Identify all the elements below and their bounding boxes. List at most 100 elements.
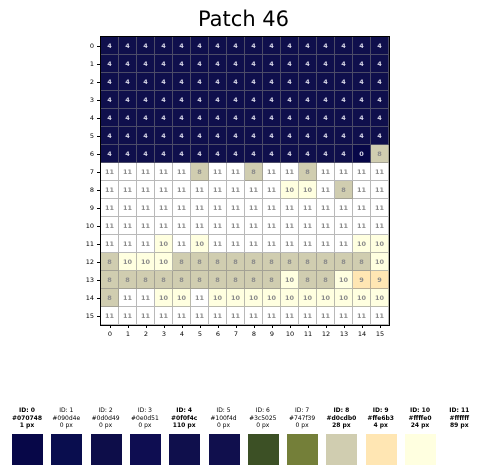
grid-cell: 10 [281, 181, 299, 199]
grid-cell: 11 [101, 163, 119, 181]
grid-cell: 11 [155, 181, 173, 199]
grid-cell: 11 [245, 199, 263, 217]
legend-count-label: 0 px [138, 422, 152, 429]
grid-cell: 11 [263, 235, 281, 253]
legend-hex-label: #747f39 [288, 414, 316, 422]
grid-cell: 4 [317, 55, 335, 73]
grid-cell: 4 [101, 91, 119, 109]
legend-id-label: ID: 2 [98, 407, 113, 414]
grid-cell: 11 [227, 163, 245, 181]
legend-swatch [247, 434, 279, 465]
grid-cell: 4 [245, 73, 263, 91]
grid-cell: 11 [227, 181, 245, 199]
grid-cell: 4 [137, 37, 155, 55]
grid-cell: 4 [119, 145, 137, 163]
grid-cell: 8 [353, 253, 371, 271]
grid-cell: 4 [353, 37, 371, 55]
grid-cell: 11 [137, 199, 155, 217]
grid-cell: 4 [137, 55, 155, 73]
grid-cell: 4 [335, 91, 353, 109]
grid-cell: 4 [245, 91, 263, 109]
legend-count-label: 24 px [410, 422, 430, 429]
grid-cell: 11 [137, 307, 155, 325]
grid-cell: 4 [101, 37, 119, 55]
legend-item: ID: 7 #747f39 0 px [282, 407, 322, 465]
row-tick-label: 1 [80, 55, 100, 73]
legend-swatch [169, 434, 201, 465]
grid-cell: 10 [155, 289, 173, 307]
grid-cell: 4 [119, 91, 137, 109]
legend-item: ID: 3 #0e0d51 0 px [125, 407, 165, 465]
row-tick-label: 12 [80, 253, 100, 271]
grid-cell: 8 [335, 181, 353, 199]
grid-cell: 4 [191, 127, 209, 145]
legend-swatch [326, 434, 358, 465]
grid-cell: 8 [101, 271, 119, 289]
grid-cell: 4 [227, 145, 245, 163]
grid-cell: 11 [173, 235, 191, 253]
legend-hex-label: #0f0f4c [171, 414, 198, 422]
grid-cell: 4 [191, 145, 209, 163]
grid-cell: 11 [299, 199, 317, 217]
grid-cell: 11 [317, 307, 335, 325]
grid-cell: 11 [263, 163, 281, 181]
legend-count-label: 0 px [295, 422, 309, 429]
grid-cell: 8 [227, 253, 245, 271]
grid-cell: 4 [227, 109, 245, 127]
grid-cell: 4 [335, 127, 353, 145]
grid-cell: 4 [173, 55, 191, 73]
grid-cell: 4 [173, 127, 191, 145]
legend-swatch [51, 434, 83, 465]
legend-id-label: ID: 11 [449, 407, 470, 414]
grid-cell: 4 [155, 91, 173, 109]
grid-cell: 4 [227, 73, 245, 91]
legend-count-label: 89 px [449, 422, 469, 429]
grid-cell: 0 [353, 145, 371, 163]
grid-cell: 11 [281, 217, 299, 235]
legend-id-label: ID: 5 [216, 407, 231, 414]
grid-cell: 8 [317, 253, 335, 271]
grid-cell: 10 [137, 253, 155, 271]
legend-item: ID: 1 #090d4e 0 px [46, 407, 86, 465]
row-tick-label: 15 [80, 307, 100, 325]
grid-cell: 4 [227, 91, 245, 109]
grid-cell: 4 [191, 109, 209, 127]
col-tick-label: 11 [299, 325, 317, 338]
grid-cell: 11 [119, 235, 137, 253]
grid-cell: 11 [209, 199, 227, 217]
grid-cell: 4 [119, 55, 137, 73]
grid-cell: 11 [281, 235, 299, 253]
grid-cell: 4 [281, 55, 299, 73]
grid-cell: 4 [281, 37, 299, 55]
legend-item: ID: 11 #ffffff 89 px [439, 407, 479, 465]
grid-cell: 4 [245, 55, 263, 73]
grid-cell: 4 [155, 109, 173, 127]
grid-cell: 4 [191, 73, 209, 91]
legend-swatch [405, 434, 436, 465]
legend-id-label: ID: 0 [19, 407, 35, 414]
grid-cell: 4 [191, 37, 209, 55]
col-tick-label: 6 [209, 325, 227, 338]
grid-cell: 11 [137, 289, 155, 307]
grid-cell: 4 [209, 109, 227, 127]
grid-cell: 11 [209, 217, 227, 235]
legend-hex-label: #0d0d49 [91, 414, 120, 422]
grid-cell: 11 [371, 307, 389, 325]
grid-cell: 8 [263, 253, 281, 271]
col-tick-label: 4 [173, 325, 191, 338]
grid-cell: 4 [299, 55, 317, 73]
grid-cell: 10 [353, 235, 371, 253]
grid-cell: 4 [263, 127, 281, 145]
grid-cell: 4 [317, 91, 335, 109]
grid-cell: 4 [119, 127, 137, 145]
legend-item: ID: 6 #3c5025 0 px [243, 407, 283, 465]
grid-cell: 4 [353, 55, 371, 73]
grid-cell: 4 [299, 127, 317, 145]
grid-cell: 11 [227, 307, 245, 325]
legend-item: ID: 10 #ffffe0 24 px [400, 407, 440, 465]
grid-cell: 11 [209, 181, 227, 199]
legend-id-label: ID: 9 [372, 407, 389, 414]
grid-cell: 11 [209, 307, 227, 325]
legend-swatch [208, 434, 240, 465]
col-tick-label: 13 [335, 325, 353, 338]
